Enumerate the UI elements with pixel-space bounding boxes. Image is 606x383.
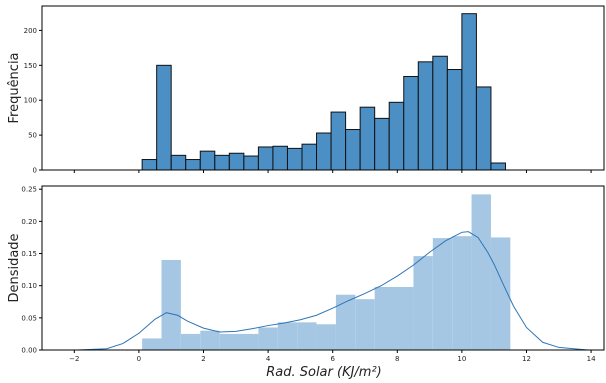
density-bar <box>258 327 278 350</box>
density-bar <box>335 294 356 350</box>
density-y-tick-label: 0.05 <box>21 314 37 322</box>
histogram-panel: 0 50 100 150 200 <box>24 5 605 175</box>
hist-bar <box>330 111 347 171</box>
density-bar <box>219 333 259 350</box>
hist-bar <box>417 61 434 171</box>
hist-bar <box>432 55 448 171</box>
x-tick-label: 2 <box>201 355 205 363</box>
y-axis-label-frequency: Frequência <box>7 52 22 123</box>
hist-bar <box>214 154 230 171</box>
x-tick-label: 6 <box>330 355 335 363</box>
density-panel: −2 0 2 4 6 8 10 12 14 0.00 0.05 0.10 0.15 0.20 0.25 <box>21 185 605 363</box>
density-bar <box>200 330 220 350</box>
hist-bar <box>388 101 405 171</box>
density-y-tick-label: 0.25 <box>21 186 37 194</box>
hist-bar <box>156 64 172 171</box>
density-bar <box>142 338 162 350</box>
x-tick-label: 8 <box>395 355 399 363</box>
hist-bar <box>170 154 187 171</box>
hist-y-tick-label: 100 <box>24 97 37 105</box>
density-bar <box>180 333 201 350</box>
hist-y-tick-label: 50 <box>28 132 37 140</box>
density-bar <box>297 322 317 350</box>
x-tick-label: −2 <box>69 355 79 363</box>
y-axis-label-density: Densidade <box>7 233 22 302</box>
x-tick-label: 0 <box>137 355 141 363</box>
hist-bar <box>301 143 318 171</box>
hist-bar <box>286 147 303 171</box>
hist-bar <box>243 155 259 171</box>
hist-bar <box>199 150 216 171</box>
density-bar <box>277 322 298 350</box>
hist-y-tick-label: 200 <box>24 27 37 35</box>
density-bar <box>316 324 336 350</box>
density-y-tick-label: 0.10 <box>21 282 37 290</box>
density-bar <box>432 238 453 350</box>
x-tick-label: 12 <box>522 355 531 363</box>
density-bar <box>413 256 433 350</box>
density-axes-frame <box>41 185 605 351</box>
density-bar <box>490 237 511 350</box>
hist-y-tick-label: 0 <box>33 167 37 175</box>
density-y-tick-label: 0.20 <box>21 218 37 226</box>
hist-bar <box>141 159 158 171</box>
hist-bar <box>257 146 274 171</box>
hist-bar <box>490 162 506 171</box>
hist-bar <box>345 129 361 171</box>
x-tick-label: 14 <box>587 355 596 363</box>
density-bar <box>161 259 181 350</box>
density-bar <box>471 194 491 350</box>
hist-bar <box>475 86 492 171</box>
x-tick-label: 10 <box>457 355 466 363</box>
hist-bar <box>374 117 390 171</box>
hist-axes-frame <box>41 5 605 171</box>
hist-y-tick-label: 150 <box>24 62 37 70</box>
density-bar <box>374 286 414 350</box>
hist-bar <box>185 159 201 171</box>
x-tick-label: 4 <box>266 355 271 363</box>
x-axis-label: Rad. Solar (KJ/m²) <box>266 365 382 380</box>
density-bar <box>355 299 375 350</box>
density-bar <box>452 236 472 350</box>
hist-bar <box>359 106 376 171</box>
hist-bar <box>403 75 419 171</box>
density-y-tick-label: 0.15 <box>21 250 37 258</box>
hist-bar <box>461 13 477 171</box>
hist-bar <box>228 152 245 171</box>
density-y-tick-label: 0.00 <box>21 347 37 355</box>
hist-bar <box>316 132 332 171</box>
hist-bar <box>272 145 288 171</box>
kde-line <box>77 231 588 351</box>
hist-bar <box>446 69 463 171</box>
